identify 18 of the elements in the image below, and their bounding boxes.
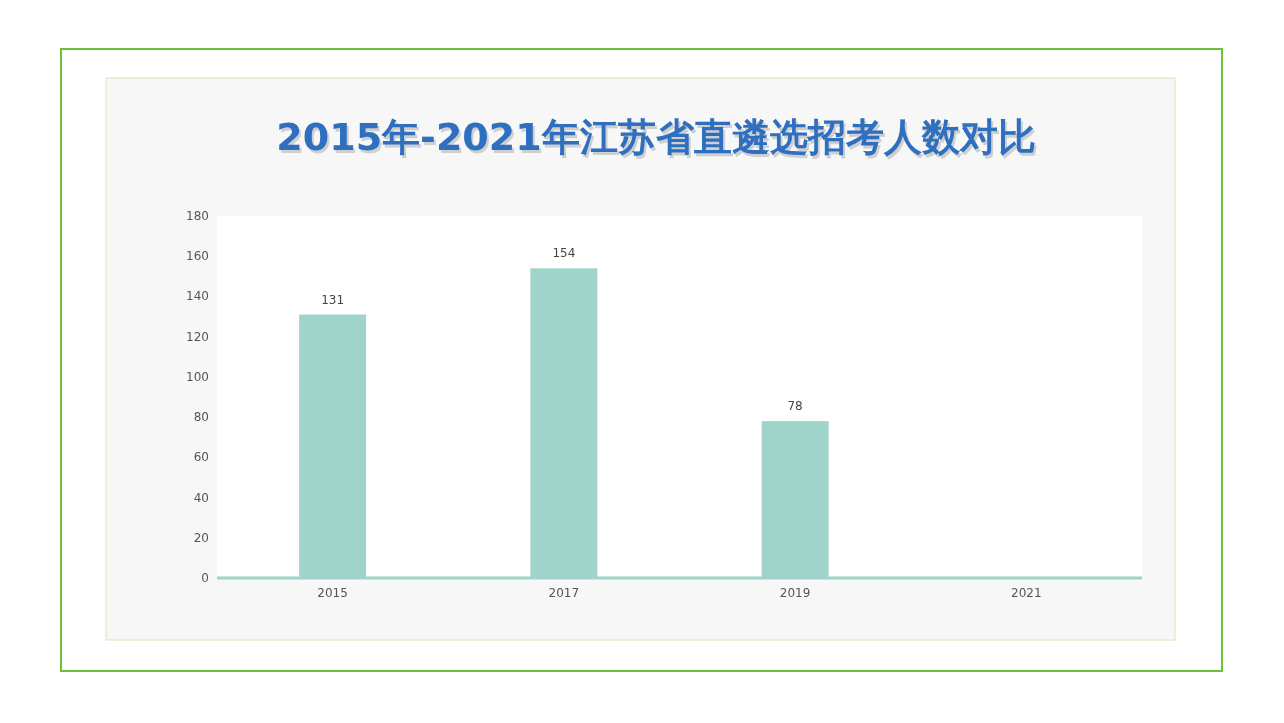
y-tick-label: 40 bbox=[193, 490, 209, 505]
y-tick-label: 60 bbox=[193, 450, 209, 465]
y-tick-label: 120 bbox=[186, 329, 209, 344]
y-tick-label: 140 bbox=[186, 289, 209, 304]
x-tick-label: 2021 bbox=[1011, 586, 1042, 600]
data-label: 78 bbox=[787, 399, 803, 414]
y-tick-label: 20 bbox=[193, 530, 209, 545]
data-label: 154 bbox=[552, 246, 576, 261]
title: 2015年-2021年江苏省直遴选招考人数对比 bbox=[276, 115, 1036, 159]
data-label: 131 bbox=[321, 292, 345, 307]
y-tick-label: 160 bbox=[186, 249, 209, 264]
y-tick-label: 180 bbox=[186, 209, 209, 223]
x-tick-label: 2019 bbox=[779, 586, 811, 600]
x-tick-label: 2017 bbox=[548, 586, 580, 600]
y-tick-label: 100 bbox=[186, 369, 209, 384]
y-tick-label: 80 bbox=[193, 410, 209, 425]
y-tick-label: 0 bbox=[201, 571, 209, 585]
x-tick-label: 2015 bbox=[317, 586, 348, 600]
